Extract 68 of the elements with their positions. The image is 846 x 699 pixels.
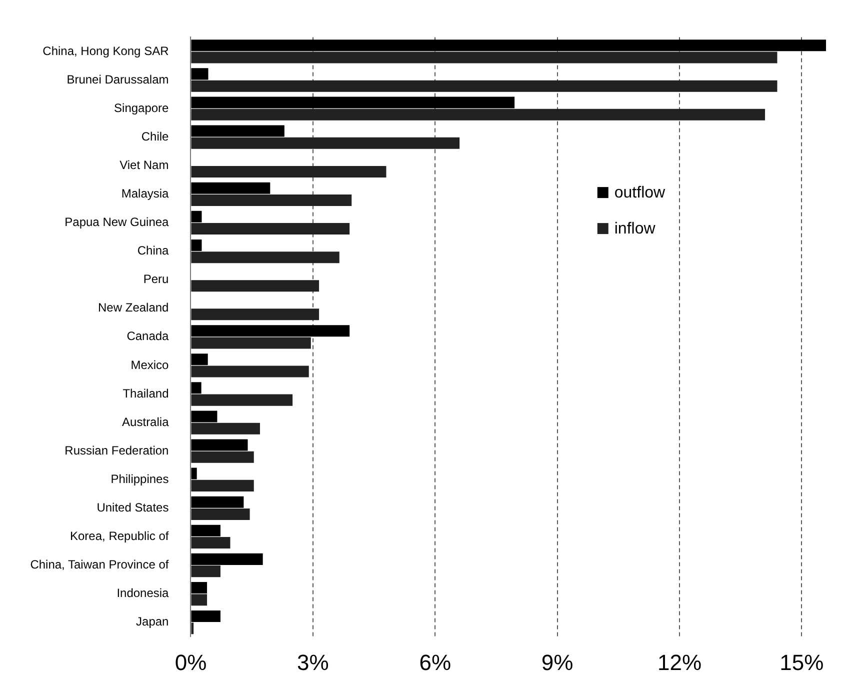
y-tick-label: Mexico [130, 358, 170, 372]
bar [191, 182, 270, 194]
bar [191, 280, 320, 292]
bar [191, 194, 352, 206]
y-tick-label: Viet Nam [120, 158, 169, 172]
bar [191, 325, 350, 337]
bar [191, 394, 293, 406]
y-tick-label: Korea, Republic of [70, 529, 170, 544]
y-tick-label: Malaysia [121, 186, 170, 200]
bar [191, 166, 386, 178]
bar [191, 622, 194, 634]
bar [191, 108, 766, 120]
bar [191, 96, 515, 108]
y-tick-label: Russian Federation [64, 443, 169, 458]
bar [191, 566, 220, 578]
y-tick-label: New Zealand [98, 300, 169, 315]
bar [191, 594, 208, 606]
y-tick-label: Chile [141, 129, 170, 144]
y-tick-label: Brunei Darussalam [66, 72, 169, 86]
y-tick-label: China, Taiwan Province of [30, 558, 170, 572]
bar [191, 68, 208, 80]
x-tick-label: 15% [780, 650, 824, 675]
bar [191, 468, 197, 480]
y-tick-label: China [137, 244, 170, 258]
bar [191, 337, 311, 349]
x-tick-label: 3% [297, 650, 329, 675]
y-tick-label: Australia [122, 414, 170, 429]
y-tick-label: Thailand [122, 386, 169, 400]
bar [191, 439, 248, 451]
x-tick-label: 6% [419, 650, 452, 675]
bar [191, 537, 230, 549]
y-tick-label: Papua New Guinea [64, 215, 170, 230]
bar [191, 308, 320, 320]
bar [191, 137, 460, 149]
bar [191, 451, 254, 463]
bar [191, 40, 826, 52]
bar [191, 125, 284, 137]
x-tick-label: 12% [657, 650, 702, 675]
bar [191, 210, 202, 222]
bar [191, 223, 350, 235]
bar [191, 239, 202, 251]
bar [191, 382, 202, 394]
bar [191, 410, 218, 422]
bar [191, 524, 220, 536]
y-tick-label: Peru [143, 272, 169, 286]
bar [191, 354, 208, 366]
bar [191, 480, 254, 492]
bar [191, 508, 250, 520]
bar [191, 422, 260, 434]
bar [191, 252, 340, 264]
legend-label: outflow [614, 184, 666, 202]
y-tick-label: Japan [136, 614, 169, 629]
bar [191, 80, 778, 92]
bar [191, 610, 220, 622]
y-tick-label: Indonesia [116, 586, 170, 600]
y-tick-label: Canada [126, 329, 170, 344]
bar [191, 553, 263, 565]
legend-label: inflow [614, 220, 656, 238]
x-tick-label: 0% [174, 650, 207, 675]
y-tick-label: Singapore [114, 100, 170, 115]
bar [191, 52, 778, 64]
bar [191, 496, 244, 508]
x-tick-label: 9% [541, 650, 574, 675]
bar [191, 582, 208, 594]
y-tick-label: Philippines [110, 472, 169, 486]
y-tick-label: United States [96, 500, 169, 514]
bar [191, 366, 309, 378]
y-tick-label: China, Hong Kong SAR [42, 44, 170, 58]
